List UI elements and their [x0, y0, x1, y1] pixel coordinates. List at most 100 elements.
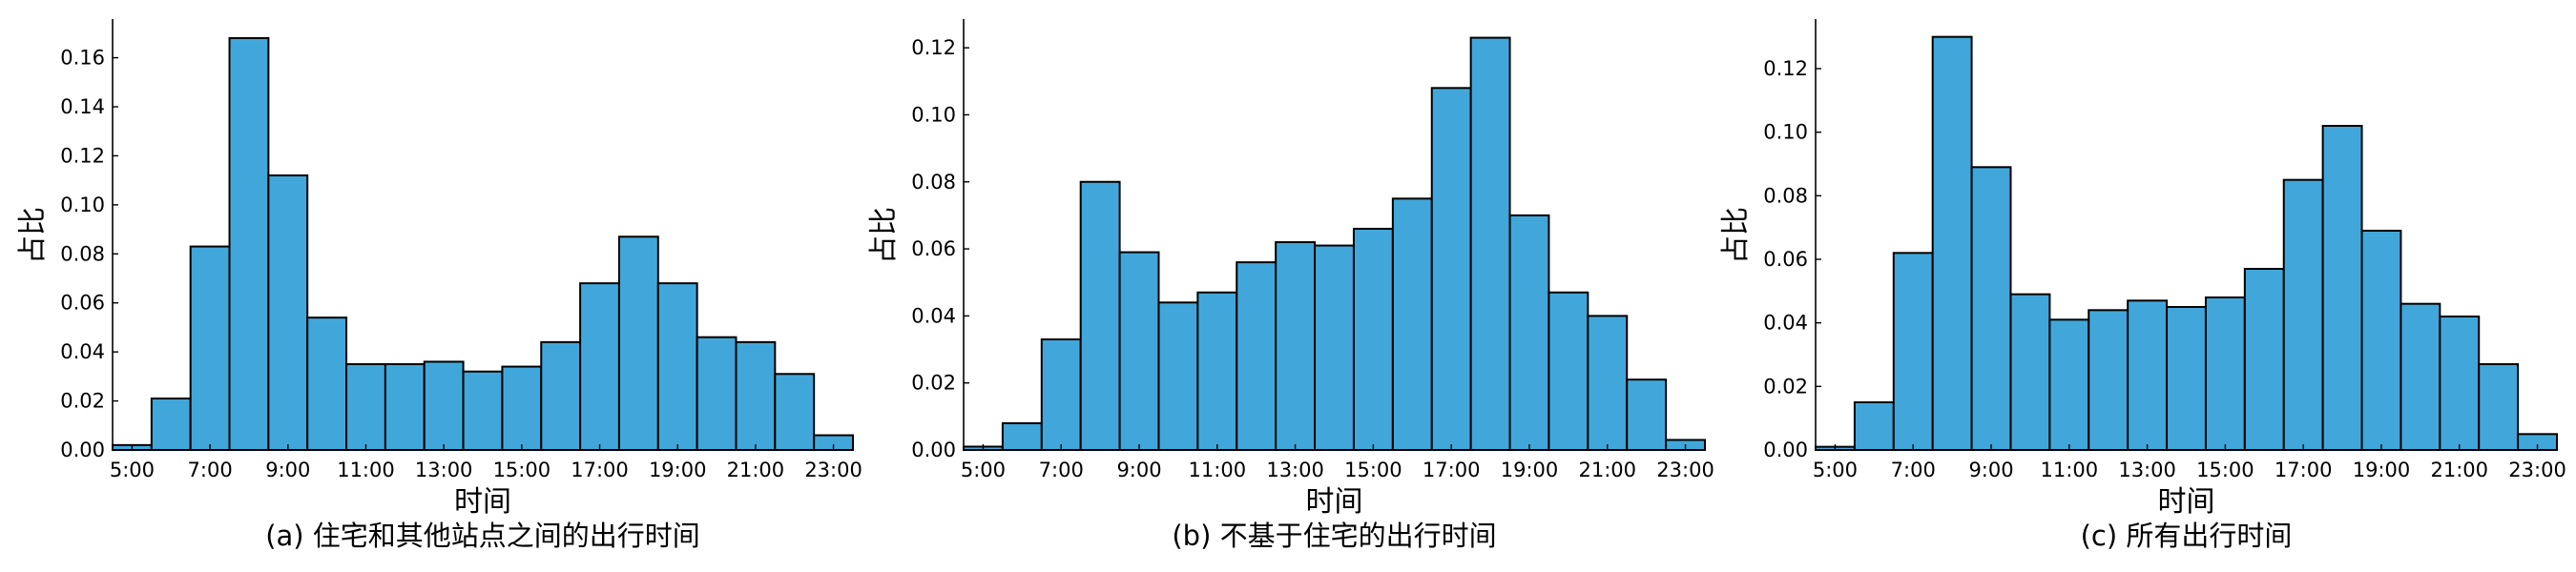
bar — [150, 398, 192, 451]
bar — [267, 174, 309, 451]
bar — [1391, 197, 1433, 451]
chart-panel-1: 0.00 0.02 0.04 0.06 0.08 0.10 0.12 5:00 7:00 9:00… — [867, 19, 1714, 552]
y-axis-label: 占比 — [867, 207, 901, 264]
x-tick-label: 7:00 — [1891, 459, 1936, 481]
y-tick-label: 0.16 — [60, 47, 105, 70]
bar — [501, 365, 543, 452]
bar — [1040, 337, 1082, 451]
y-tick-label: 0.14 — [60, 95, 105, 118]
x-axis-label: 时间 — [2158, 485, 2215, 519]
bar — [1970, 166, 2012, 451]
bar — [696, 336, 737, 452]
bar — [1508, 214, 1550, 451]
x-tick-label: 23:00 — [2508, 459, 2566, 481]
y-tick-label: 0.00 — [60, 439, 105, 461]
bar — [2088, 309, 2129, 452]
bar — [1587, 315, 1629, 451]
x-tick-label: 5:00 — [961, 459, 1006, 481]
x-tick-label: 23:00 — [1656, 459, 1714, 481]
y-tick-label: 0.08 — [911, 171, 956, 194]
x-tick-label: 15:00 — [1344, 459, 1402, 481]
bar — [1079, 180, 1121, 451]
bar — [2321, 125, 2363, 451]
x-tick-label: 7:00 — [1039, 459, 1084, 481]
bar — [2204, 296, 2246, 451]
bar — [345, 363, 386, 451]
bar — [656, 282, 698, 451]
x-tick-label: 9:00 — [1968, 459, 2013, 481]
x-tick-label: 17:00 — [1423, 459, 1481, 481]
bar — [1196, 291, 1238, 451]
x-axis-label: 时间 — [454, 485, 511, 519]
bar — [462, 370, 504, 452]
x-tick-label: 15:00 — [2196, 459, 2254, 481]
x-tick-label: 11:00 — [1189, 459, 1247, 481]
chart-panel-0: 0.00 0.02 0.04 0.06 0.08 0.10 0.12 0.14 0.16 5:00… — [16, 19, 862, 552]
bar — [2282, 178, 2324, 452]
bar — [1352, 227, 1394, 451]
y-tick-label: 0.04 — [911, 304, 956, 327]
x-tick-label: 23:00 — [804, 459, 862, 481]
bar — [1236, 261, 1278, 451]
x-tick-label: 5:00 — [1813, 459, 1858, 481]
bar — [189, 245, 231, 452]
bar — [617, 235, 659, 451]
y-axis-label: 占比 — [1719, 207, 1753, 264]
x-tick-label: 21:00 — [2430, 459, 2488, 481]
x-tick-label: 17:00 — [2275, 459, 2333, 481]
bar — [1157, 301, 1199, 451]
bar — [228, 37, 270, 451]
x-tick-label: 9:00 — [265, 459, 310, 481]
y-tick-label: 0.10 — [60, 194, 105, 216]
bar — [2360, 230, 2402, 451]
x-tick-label: 21:00 — [727, 459, 785, 481]
bar — [1548, 291, 1589, 451]
bar — [384, 363, 426, 451]
x-tick-label: 19:00 — [649, 459, 707, 481]
bar — [306, 317, 348, 451]
bar — [774, 373, 816, 451]
x-tick-label: 19:00 — [2353, 459, 2411, 481]
x-tick-label: 13:00 — [415, 459, 473, 481]
x-axis-label: 时间 — [1306, 485, 1363, 519]
bar — [1931, 35, 1973, 452]
bar — [2009, 293, 2051, 451]
bar — [1430, 87, 1472, 451]
y-tick-label: 0.08 — [60, 242, 105, 265]
y-tick-label: 0.02 — [1763, 375, 1808, 398]
bar — [1626, 378, 1668, 451]
bar — [2478, 363, 2520, 451]
bar — [1314, 244, 1355, 451]
y-tick-label: 0.02 — [60, 390, 105, 413]
x-tick-label: 17:00 — [571, 459, 629, 481]
bar — [579, 282, 620, 451]
y-tick-label: 0.10 — [911, 103, 956, 126]
x-tick-label: 11:00 — [337, 459, 395, 481]
y-tick-label: 0.04 — [60, 340, 105, 363]
x-tick-label: 13:00 — [2118, 459, 2176, 481]
chart-title: (c) 所有出行时间 — [2081, 520, 2293, 552]
bar — [2048, 318, 2090, 452]
y-tick-label: 0.12 — [911, 36, 956, 59]
y-tick-label: 0.00 — [1763, 439, 1808, 461]
x-tick-label: 11:00 — [2041, 459, 2099, 481]
bar — [2399, 302, 2441, 451]
y-tick-label: 0.02 — [911, 372, 956, 395]
x-tick-label: 19:00 — [1501, 459, 1559, 481]
y-tick-label: 0.10 — [1763, 121, 1808, 144]
chart-title: (b) 不基于住宅的出行时间 — [1172, 520, 1496, 552]
x-tick-label: 7:00 — [188, 459, 233, 481]
bar — [2243, 268, 2285, 451]
x-tick-label: 5:00 — [110, 459, 155, 481]
bar — [1118, 251, 1160, 451]
y-tick-label: 0.06 — [911, 237, 956, 260]
bar — [1892, 252, 1934, 452]
y-tick-label: 0.00 — [911, 439, 956, 461]
y-tick-label: 0.06 — [1763, 248, 1808, 271]
bar — [735, 340, 777, 452]
bar — [1001, 421, 1043, 451]
bar — [2127, 299, 2169, 452]
x-tick-label: 9:00 — [1116, 459, 1161, 481]
x-tick-label: 15:00 — [493, 459, 551, 481]
